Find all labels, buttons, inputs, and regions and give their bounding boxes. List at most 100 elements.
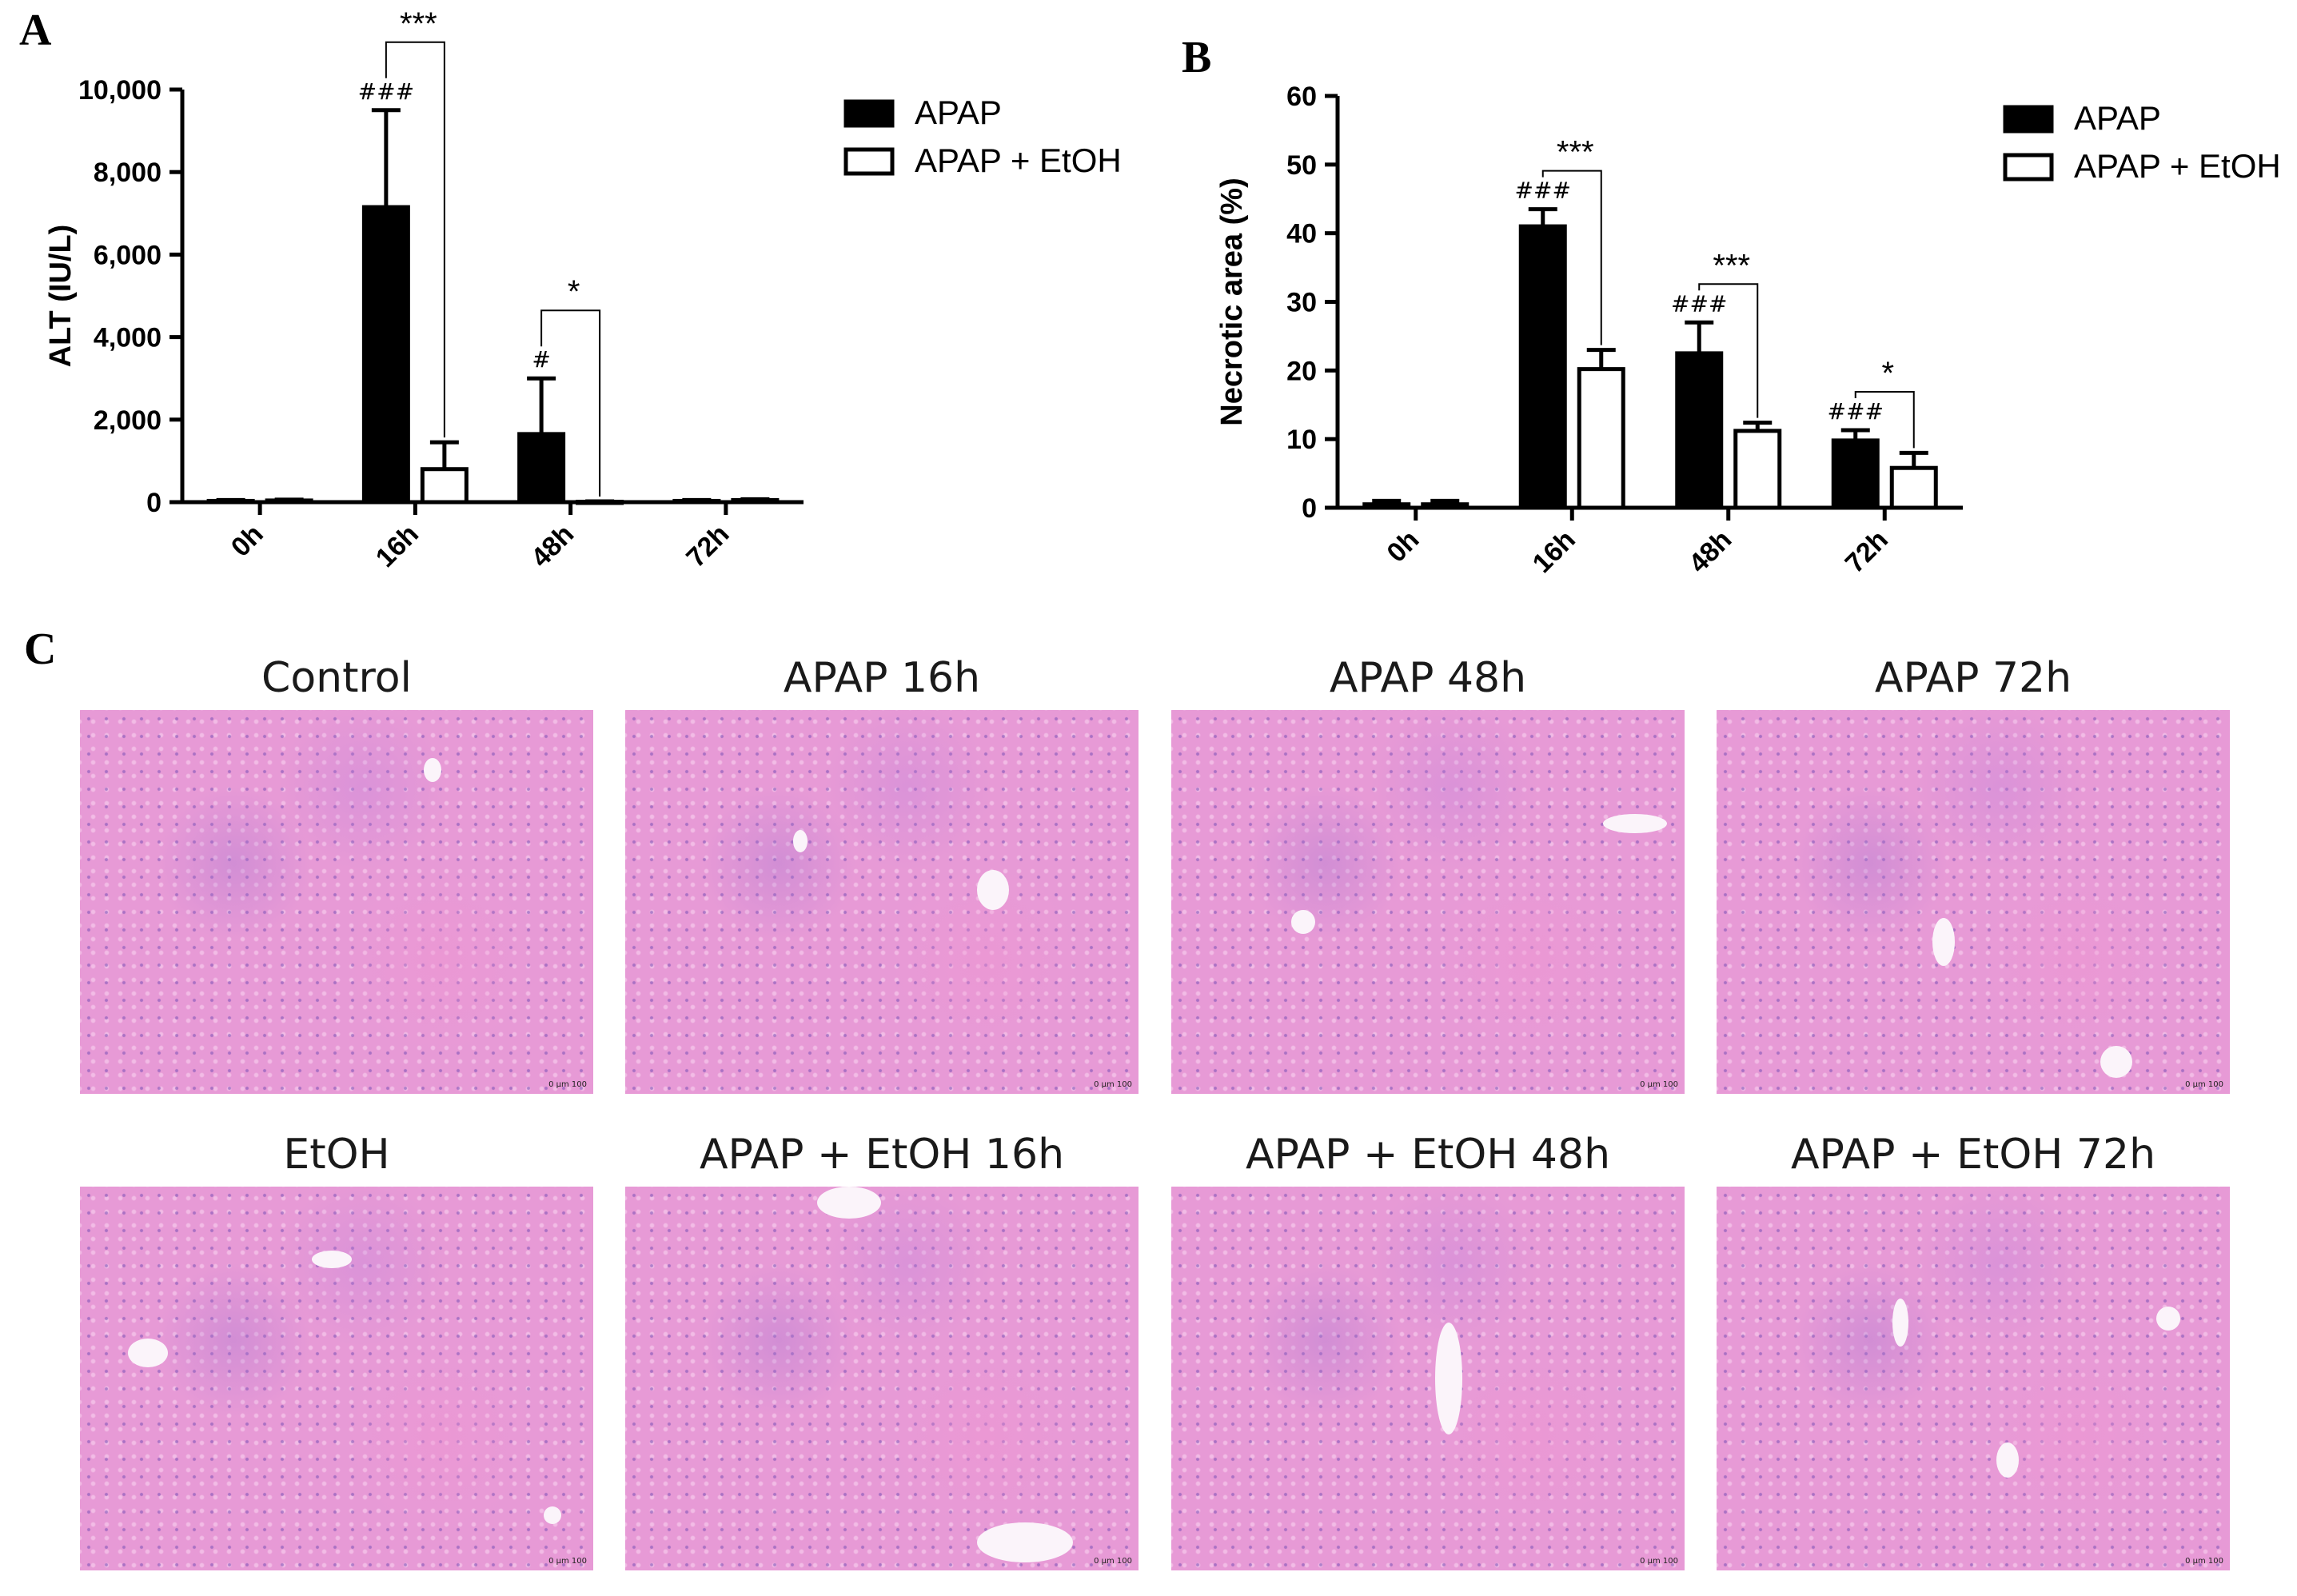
micrograph-title: Control — [261, 654, 412, 702]
micrograph-apap-48h: 0 μm 100 — [1171, 710, 1685, 1094]
vessel-lumen — [2156, 1307, 2180, 1331]
micrograph-title: APAP 72h — [1874, 654, 2072, 702]
bar-apap-etoh — [265, 498, 313, 505]
significance-bracket — [385, 41, 445, 438]
hash-marker: # — [532, 346, 550, 373]
significance-stars: * — [1881, 356, 1894, 391]
hash-marker: ### — [1515, 178, 1571, 204]
y-tick-label: 50 — [1286, 150, 1317, 181]
scale-bar: 0 μm 100 — [1640, 1557, 1678, 1566]
legend-swatch-apap — [843, 99, 895, 128]
scale-bar: 0 μm 100 — [1094, 1557, 1132, 1566]
x-tick-label: 0h — [1381, 525, 1425, 569]
panel-a-label: A — [19, 6, 52, 55]
y-tick-label: 6,000 — [94, 240, 162, 270]
y-tick-label: 8,000 — [94, 158, 162, 188]
bar-apap — [206, 498, 255, 505]
bar-apap — [1831, 438, 1880, 510]
micrograph-apap-16h: 0 μm 100 — [625, 710, 1139, 1094]
significance-stars: *** — [1713, 248, 1750, 283]
vessel-lumen — [977, 1522, 1073, 1562]
bar-apap — [361, 205, 410, 505]
bar-apap-etoh — [420, 467, 469, 505]
significance-bracket — [540, 309, 601, 497]
bar-apap-etoh — [576, 499, 624, 505]
micrograph-title: EtOH — [283, 1131, 390, 1179]
micrograph-apap-72h: 0 μm 100 — [1717, 710, 2230, 1094]
micrograph-title: APAP + EtOH 72h — [1790, 1131, 2156, 1179]
y-tick-label: 2,000 — [94, 405, 162, 436]
significance-bracket — [1698, 283, 1759, 418]
legend-label: APAP — [915, 94, 1002, 131]
scale-bar: 0 μm 100 — [1094, 1080, 1132, 1089]
x-tick-label: 72h — [1840, 525, 1894, 579]
significance-bracket — [1854, 391, 1915, 449]
vessel-lumen — [1996, 1442, 2019, 1478]
bar-apap-etoh — [1421, 502, 1470, 510]
vessel-lumen — [977, 870, 1009, 910]
vessel-lumen — [128, 1339, 168, 1367]
legend-swatch-apap-etoh — [843, 147, 895, 176]
legend-swatch-apap-etoh — [2003, 153, 2054, 182]
scale-bar: 0 μm 100 — [548, 1080, 587, 1089]
x-tick-label: 0h — [225, 519, 269, 563]
y-tick-label: 4,000 — [94, 323, 162, 353]
x-tick-label: 16h — [370, 519, 425, 573]
necrotic-area-bar-chart: 0 10 20 30 40 50 60 Necrotic area (%) 0h 16h 48h 72… — [1215, 82, 2281, 579]
vessel-lumen — [424, 758, 441, 782]
micrograph-title: APAP 48h — [1329, 654, 1527, 702]
bar-apap-etoh — [1889, 465, 1938, 510]
significance-bracket — [1541, 170, 1602, 345]
legend-label: APAP + EtOH — [2074, 147, 2281, 185]
significance-stars: *** — [1557, 135, 1594, 170]
hash-marker: ### — [1671, 290, 1727, 317]
micrograph-etoh: 0 μm 100 — [80, 1187, 593, 1570]
scale-bar: 0 μm 100 — [1640, 1080, 1678, 1089]
y-tick-label: 40 — [1286, 219, 1317, 249]
micrograph-apap-etoh-48h: 0 μm 100 — [1171, 1187, 1685, 1570]
vessel-lumen — [1435, 1323, 1462, 1434]
vessel-lumen — [1291, 910, 1315, 934]
vessel-lumen — [817, 1187, 881, 1219]
vessel-lumen — [312, 1251, 352, 1268]
vessel-lumen — [1892, 1299, 1908, 1347]
bar-apap — [672, 498, 721, 505]
y-axis-title: Necrotic area (%) — [1215, 178, 1249, 425]
x-tick-label: 72h — [680, 519, 735, 573]
micrograph-title: APAP + EtOH 48h — [1245, 1131, 1611, 1179]
bar-apap — [1518, 224, 1567, 510]
vessel-lumen — [793, 830, 808, 852]
bar-apap — [1362, 502, 1411, 510]
micrograph-control: 0 μm 100 — [80, 710, 593, 1094]
x-tick-label: 16h — [1527, 525, 1581, 579]
y-tick-label: 0 — [1302, 493, 1317, 524]
panel-b-label: B — [1182, 33, 1212, 82]
micrograph-title: APAP + EtOH 16h — [699, 1131, 1065, 1179]
hash-marker: ### — [358, 78, 414, 105]
x-tick-label: 48h — [1683, 525, 1737, 579]
panel-c-label: C — [24, 624, 57, 674]
y-tick-label: 10 — [1286, 425, 1317, 455]
bar-apap — [517, 432, 566, 505]
legend-label: APAP — [2074, 99, 2161, 137]
micrograph-apap-etoh-16h: 0 μm 100 — [625, 1187, 1139, 1570]
y-tick-label: 10,000 — [78, 75, 162, 106]
vessel-lumen — [1603, 814, 1667, 833]
vessel-lumen — [1932, 918, 1955, 966]
scale-bar: 0 μm 100 — [2185, 1557, 2223, 1566]
legend-label: APAP + EtOH — [915, 142, 1122, 179]
y-tick-label: 60 — [1286, 82, 1317, 112]
legend-swatch-apap — [2003, 105, 2054, 134]
scale-bar: 0 μm 100 — [2185, 1080, 2223, 1089]
scale-bar: 0 μm 100 — [548, 1557, 587, 1566]
bar-apap-etoh — [1733, 429, 1782, 510]
y-tick-label: 20 — [1286, 356, 1317, 386]
x-tick-label: 48h — [525, 519, 580, 573]
vessel-lumen — [2100, 1046, 2132, 1078]
bar-apap-etoh — [731, 497, 780, 505]
significance-stars: *** — [400, 6, 437, 42]
y-tick-label: 30 — [1286, 288, 1317, 318]
y-axis-title: ALT (IU/L) — [44, 225, 78, 368]
alt-bar-chart: 0 2,000 4,000 6,000 8,000 10,000 ALT (IU/L) 0h 1… — [44, 6, 1122, 573]
micrograph-title: APAP 16h — [783, 654, 981, 702]
